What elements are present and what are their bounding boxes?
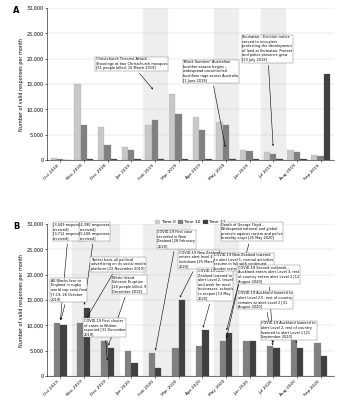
Bar xyxy=(290,338,297,376)
Bar xyxy=(78,323,84,376)
Bar xyxy=(172,348,179,376)
Text: All Blacks lose to
England in rugby
world cup semi-final
[7:19, 26 October
2019]: All Blacks lose to England in rugby worl… xyxy=(51,279,87,320)
Bar xyxy=(51,158,57,160)
Bar xyxy=(81,124,87,160)
Bar xyxy=(294,152,300,160)
Bar xyxy=(206,159,212,160)
Bar xyxy=(297,348,303,376)
Bar xyxy=(314,343,320,376)
Text: White Island
Volcanic Eruption
[20 people killed, 9
December 2019]: White Island Volcanic Eruption [20 peopl… xyxy=(109,276,146,345)
Text: Christchurch Terrorist Attack –
Shootings at two Christchurch mosques
[51 people: Christchurch Terrorist Attack – Shooting… xyxy=(96,57,167,89)
Bar xyxy=(270,154,276,160)
Bar xyxy=(60,325,67,376)
Text: COVID-19 Second outbreak –
Auckland enters alert Level 3, rest
of country enters: COVID-19 Second outbreak – Auckland ente… xyxy=(238,266,299,342)
Bar xyxy=(158,159,164,160)
Bar xyxy=(216,122,223,160)
Bar xyxy=(134,159,141,160)
Bar xyxy=(253,159,259,160)
Text: COVID-19 Auckland lowered to
alert Level 2.5, rest of country
remains at alert L: COVID-19 Auckland lowered to alert Level… xyxy=(238,291,293,345)
Bar xyxy=(143,8,167,160)
Bar xyxy=(250,340,256,376)
Bar xyxy=(169,94,175,160)
Y-axis label: Number of valid responses per month: Number of valid responses per month xyxy=(19,38,24,130)
Bar xyxy=(104,145,111,160)
Text: COVID-19 New
Zealand lowered to
alert Level 2, travel
and work for most
business: COVID-19 New Zealand lowered to alert Le… xyxy=(197,269,233,327)
Text: A: A xyxy=(13,6,19,16)
Bar xyxy=(122,147,128,160)
Bar xyxy=(202,330,209,376)
Bar xyxy=(311,155,317,160)
Bar xyxy=(324,74,330,160)
Text: [3,049 responses
received]
[3,712 responses
received]: [3,049 responses received] [3,712 respon… xyxy=(53,223,84,319)
Legend: Time 0, Time 10, Time 11: Time 0, Time 10, Time 11 xyxy=(154,219,226,225)
Text: Death of George Floyd –
Widespread national and global
protests against racism a: Death of George Floyd – Widespread natio… xyxy=(221,223,283,330)
Bar xyxy=(199,130,206,160)
Bar xyxy=(155,368,161,376)
Text: COVID-19 New Zealand lowered
to alert Level 1, normal activities
resume in full : COVID-19 New Zealand lowered to alert Le… xyxy=(214,253,273,337)
Text: Twitter bans all political
advertising on its social media
platform [22 November: Twitter bans all political advertising o… xyxy=(86,258,146,320)
Bar xyxy=(54,323,60,376)
Bar xyxy=(175,114,182,160)
Bar xyxy=(223,124,229,160)
Bar xyxy=(219,340,226,376)
Text: B: B xyxy=(13,222,19,232)
Bar xyxy=(243,340,250,376)
Bar xyxy=(108,348,114,376)
Bar xyxy=(267,346,273,376)
Text: COVID-19 Auckland lowered to
alert Level 2, rest of country
lowered to alert Lev: COVID-19 Auckland lowered to alert Level… xyxy=(262,322,316,342)
Text: COVID-19 First case
recorded in New
Zealand [28 February
2020]: COVID-19 First case recorded in New Zeal… xyxy=(155,230,195,350)
Bar xyxy=(84,308,90,376)
Text: Ihumatao – Eviction notice
served to occupiers
protesting the development
of lan: Ihumatao – Eviction notice served to occ… xyxy=(243,35,293,146)
Bar xyxy=(152,120,158,160)
Bar xyxy=(128,150,134,160)
Text: 'Black Summer' Australian
bushfire season begins –
widespread uncontrolled
bushf: 'Black Summer' Australian bushfire seaso… xyxy=(183,60,238,146)
Bar xyxy=(229,159,236,160)
Text: COVID-19 First cluster
of cases in Wuhan
reported [31 December
2019]: COVID-19 First cluster of cases in Wuhan… xyxy=(84,319,126,360)
Bar xyxy=(273,348,280,376)
Bar xyxy=(74,84,81,160)
Bar xyxy=(111,159,117,160)
Bar xyxy=(320,356,327,376)
Bar xyxy=(300,159,307,160)
Bar xyxy=(179,300,185,376)
Bar xyxy=(214,224,238,376)
Bar xyxy=(246,151,253,160)
Bar xyxy=(98,127,104,160)
Text: [4,390 responses
received]
[5,108 responses
received]: [4,390 responses received] [5,108 respon… xyxy=(79,223,110,304)
Text: COVID-19 New Zealand
enters alert level 4
lockdown [25 March
2020]: COVID-19 New Zealand enters alert level … xyxy=(179,250,220,297)
Bar xyxy=(182,159,188,160)
Bar xyxy=(276,159,283,160)
Bar xyxy=(145,124,152,160)
Bar xyxy=(72,224,96,376)
Bar xyxy=(101,340,108,376)
Bar xyxy=(287,150,294,160)
Bar xyxy=(214,8,238,160)
Bar xyxy=(87,159,93,160)
Bar xyxy=(125,351,131,376)
Bar xyxy=(167,224,190,376)
Bar xyxy=(264,152,270,160)
Bar xyxy=(226,333,232,376)
Bar xyxy=(143,224,167,376)
Bar xyxy=(149,353,155,376)
Bar xyxy=(96,224,119,376)
Bar xyxy=(193,117,199,160)
Bar xyxy=(240,150,246,160)
Bar xyxy=(57,158,63,160)
Bar xyxy=(262,8,285,160)
Y-axis label: Number of valid responses per month: Number of valid responses per month xyxy=(19,254,24,346)
Bar xyxy=(131,363,137,376)
Bar xyxy=(317,156,324,160)
Bar xyxy=(196,346,202,376)
